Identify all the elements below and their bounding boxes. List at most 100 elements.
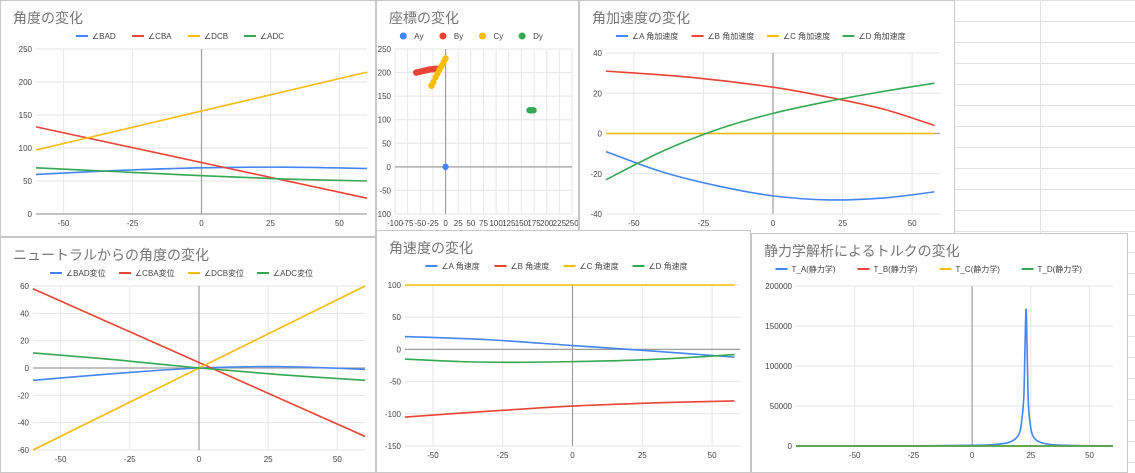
series-line-b [605,70,935,127]
chart-angular-acceleration[interactable]: 角加速度の変化 ∠A 角加速度 ∠B 角加速度 ∠C 角加速度 ∠D 角加速度 -40 -2… [579,0,955,237]
x-tick-label: 175 [527,219,541,228]
y-tick-label: 0 [788,442,793,451]
point-cy [442,55,449,62]
legend-label: ∠C 角速度 [580,261,619,271]
legend-label: Cy [494,32,504,41]
series-dy [526,107,537,114]
legend-label: ∠BAD [92,32,116,41]
chart-title: 静力学解析によるトルクの変化 [764,243,960,259]
x-tick-label: -50 [849,451,861,460]
x-tick-label: 50 [1085,451,1094,460]
series-ay [442,163,449,171]
x-tick-label: 25 [638,451,647,460]
y-tick-label: -20 [17,391,29,400]
x-tick-label: -75 [402,219,414,228]
x-tick-label: 0 [570,451,575,460]
legend-label: ∠B 角速度 [511,261,550,271]
x-tick-label: 50 [908,219,917,228]
legend-label: ∠DCB [204,32,228,41]
x-tick-label: 0 [197,455,202,464]
legend-item-d: ∠D 角加速度 [842,31,906,41]
chart-coordinate-change[interactable]: 座標の変化AyByCyDy-100-50050100150200250-100-… [376,0,579,237]
legend-label: ∠ADC変位 [273,268,313,278]
y-tick-label: 0 [598,130,603,139]
x-tick-label: 0 [970,451,975,460]
y-tick-label: -40 [17,419,29,428]
series-line-cba [32,288,366,438]
y-tick-label: 40 [20,309,29,318]
chart-svg-neutral-angle-change: ニュートラルからの角度の変化 ∠BAD変位 ∠CBA変位 ∠DCB変位 ∠ADC変位 -6… [13,247,366,464]
chart-svg-angular-velocity: 角速度の変化 ∠A 角速度 ∠B 角速度 ∠C 角速度 ∠D 角速度 -150 -100 -5… [385,240,740,460]
y-tick-label: 60 [20,282,29,291]
y-tick-label: 250 [19,45,33,54]
chart-angle-change[interactable]: 角度の変化 ∠BAD ∠CBA ∠DCB ∠ADC 0 50 100 150 200 250 -50-… [0,0,376,237]
legend-item-dy: Dy [518,32,543,41]
series-line-adc [35,167,368,182]
legend-item-bad: ∠BAD変位 [50,268,106,278]
chart-angular-velocity[interactable]: 角速度の変化 ∠A 角速度 ∠B 角速度 ∠C 角速度 ∠D 角速度 -150 -100 -5… [376,230,751,473]
x-tick-label: 25 [454,219,463,228]
x-tick-label: -25 [427,219,439,228]
legend-marker [439,32,447,40]
series-line-a [404,335,735,358]
x-tick-label: -50 [628,219,640,228]
x-tick-label: 25 [1026,451,1035,460]
chart-svg-coordinate-change: 座標の変化AyByCyDy-100-50050100150200250-100-… [377,10,578,228]
x-tick-label: 0 [771,219,776,228]
chart-static-torque[interactable]: 静力学解析によるトルクの変化 T_A(静力学) T_B(静力学) T_C(静力学) T_… [751,233,1128,473]
series-line-a [605,150,935,201]
x-tick-label: -50 [415,219,427,228]
chart-title: 角度の変化 [13,10,83,26]
y-tick-label: 100000 [765,362,792,371]
series-line-bad [35,166,368,176]
legend-item-bad: ∠BAD [76,32,116,41]
x-tick-label: 0 [199,219,204,228]
x-tick-label: -100 [387,219,404,228]
legend-label: ∠ADC [260,32,284,41]
y-tick-label: -100 [377,210,392,219]
legend-label: ∠BAD変位 [66,268,106,278]
y-tick-label: -20 [590,170,602,179]
x-tick-label: 50 [466,219,475,228]
legend: ∠BAD変位 ∠CBA変位 ∠DCB変位 ∠ADC変位 [50,268,313,278]
series-line-d [404,353,735,364]
series-line-d [605,82,935,181]
y-tick-label: 250 [378,45,392,54]
y-tick-label: 50 [392,313,401,322]
series-line-t-a [795,308,1114,447]
chart-title: 角速度の変化 [389,240,473,256]
y-tick-label: 0 [387,163,392,172]
y-tick-label: 20 [593,89,602,98]
legend-item-by: By [439,32,463,41]
x-tick-label: 200 [540,219,554,228]
legend-label: ∠CBA [148,32,172,41]
legend-label: T_C(静力学) [956,264,1001,274]
legend-item-a: ∠A 角加速度 [616,31,678,41]
y-tick-label: -40 [590,210,602,219]
x-tick-label: 25 [838,219,847,228]
y-tick-label: 50 [382,139,391,148]
legend-item-cba: ∠CBA変位 [119,268,175,278]
point-dy [530,107,537,114]
legend-label: ∠D 角加速度 [859,31,906,41]
legend-label: T_B(静力学) [874,264,918,274]
legend-marker [518,32,526,40]
series-line-cba [35,126,368,199]
legend-marker [399,32,407,40]
x-tick-label: 50 [708,451,717,460]
chart-neutral-angle-change[interactable]: ニュートラルからの角度の変化 ∠BAD変位 ∠CBA変位 ∠DCB変位 ∠ADC変位 -6… [0,237,376,473]
legend-item-dcb: ∠DCB変位 [188,268,244,278]
legend-label: T_D(静力学) [1038,264,1083,274]
x-tick-label: 225 [553,219,567,228]
x-tick-label: -25 [908,451,920,460]
legend-item-adc: ∠ADC変位 [257,268,313,278]
legend-label: ∠D 角速度 [649,261,688,271]
y-tick-label: 150 [378,92,392,101]
y-tick-label: 50000 [770,402,793,411]
legend-item-b: ∠B 角速度 [494,261,550,271]
legend-item-dcb: ∠DCB [188,32,228,41]
x-tick-label: 25 [264,455,273,464]
y-tick-label: -150 [385,442,402,451]
x-tick-label: 25 [266,219,275,228]
legend-item-t-c: T_C(静力学) [939,264,1001,274]
